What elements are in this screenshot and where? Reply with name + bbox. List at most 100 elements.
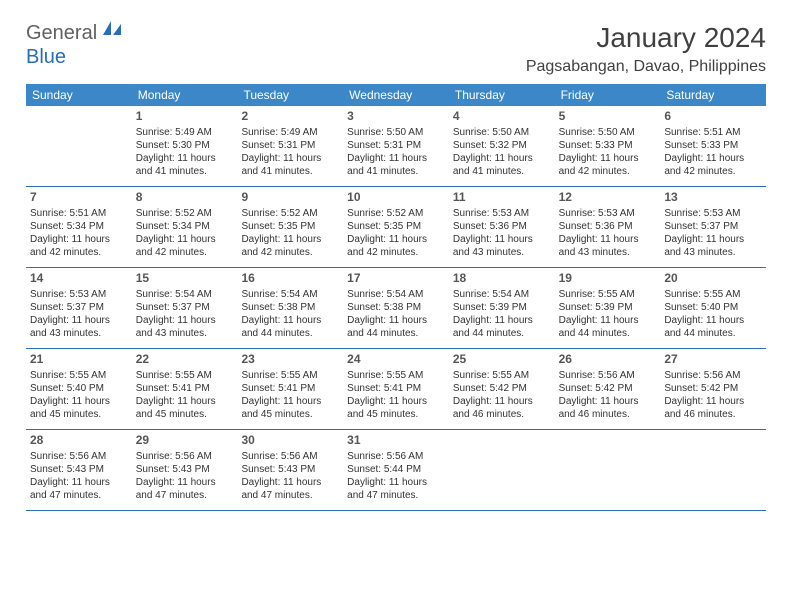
- daylight-text: Daylight: 11 hours: [30, 314, 128, 327]
- calendar-day-cell: 13Sunrise: 5:53 AMSunset: 5:37 PMDayligh…: [660, 187, 766, 267]
- sunrise-text: Sunrise: 5:50 AM: [453, 126, 551, 139]
- calendar-day-cell: 23Sunrise: 5:55 AMSunset: 5:41 PMDayligh…: [237, 349, 343, 429]
- sunset-text: Sunset: 5:33 PM: [664, 139, 762, 152]
- calendar-day-cell: [555, 430, 661, 510]
- calendar-day-cell: 24Sunrise: 5:55 AMSunset: 5:41 PMDayligh…: [343, 349, 449, 429]
- calendar-day-cell: 14Sunrise: 5:53 AMSunset: 5:37 PMDayligh…: [26, 268, 132, 348]
- day-number: 26: [559, 352, 657, 368]
- sunrise-text: Sunrise: 5:51 AM: [30, 207, 128, 220]
- day-number: 19: [559, 271, 657, 287]
- sunset-text: Sunset: 5:36 PM: [453, 220, 551, 233]
- sunset-text: Sunset: 5:43 PM: [136, 463, 234, 476]
- sunset-text: Sunset: 5:30 PM: [136, 139, 234, 152]
- sunrise-text: Sunrise: 5:55 AM: [559, 288, 657, 301]
- day-number: 11: [453, 190, 551, 206]
- daylight-text: and 43 minutes.: [664, 246, 762, 259]
- sunset-text: Sunset: 5:39 PM: [559, 301, 657, 314]
- daylight-text: and 43 minutes.: [559, 246, 657, 259]
- day-number: 21: [30, 352, 128, 368]
- daylight-text: Daylight: 11 hours: [559, 395, 657, 408]
- daylight-text: and 43 minutes.: [30, 327, 128, 340]
- header: General January 2024 Pagsabangan, Davao,…: [26, 22, 766, 76]
- sunrise-text: Sunrise: 5:55 AM: [241, 369, 339, 382]
- daylight-text: and 42 minutes.: [347, 246, 445, 259]
- sunrise-text: Sunrise: 5:50 AM: [559, 126, 657, 139]
- daylight-text: Daylight: 11 hours: [30, 233, 128, 246]
- calendar-day-cell: 5Sunrise: 5:50 AMSunset: 5:33 PMDaylight…: [555, 106, 661, 186]
- calendar-day-cell: 22Sunrise: 5:55 AMSunset: 5:41 PMDayligh…: [132, 349, 238, 429]
- calendar-day-cell: 20Sunrise: 5:55 AMSunset: 5:40 PMDayligh…: [660, 268, 766, 348]
- calendar-header-row: SundayMondayTuesdayWednesdayThursdayFrid…: [26, 84, 766, 106]
- calendar-day-cell: 28Sunrise: 5:56 AMSunset: 5:43 PMDayligh…: [26, 430, 132, 510]
- sunset-text: Sunset: 5:41 PM: [347, 382, 445, 395]
- calendar-week-row: 21Sunrise: 5:55 AMSunset: 5:40 PMDayligh…: [26, 349, 766, 430]
- day-header: Monday: [132, 84, 238, 106]
- calendar-day-cell: 10Sunrise: 5:52 AMSunset: 5:35 PMDayligh…: [343, 187, 449, 267]
- sunset-text: Sunset: 5:38 PM: [347, 301, 445, 314]
- daylight-text: and 47 minutes.: [30, 489, 128, 502]
- daylight-text: Daylight: 11 hours: [453, 152, 551, 165]
- daylight-text: Daylight: 11 hours: [453, 314, 551, 327]
- daylight-text: and 42 minutes.: [241, 246, 339, 259]
- sunrise-text: Sunrise: 5:53 AM: [30, 288, 128, 301]
- calendar-day-cell: [660, 430, 766, 510]
- daylight-text: and 41 minutes.: [136, 165, 234, 178]
- daylight-text: and 45 minutes.: [347, 408, 445, 421]
- sunset-text: Sunset: 5:34 PM: [30, 220, 128, 233]
- sunset-text: Sunset: 5:37 PM: [664, 220, 762, 233]
- daylight-text: and 42 minutes.: [664, 165, 762, 178]
- daylight-text: and 45 minutes.: [136, 408, 234, 421]
- calendar-day-cell: 21Sunrise: 5:55 AMSunset: 5:40 PMDayligh…: [26, 349, 132, 429]
- day-number: 24: [347, 352, 445, 368]
- calendar-week-row: 28Sunrise: 5:56 AMSunset: 5:43 PMDayligh…: [26, 430, 766, 511]
- calendar-day-cell: 3Sunrise: 5:50 AMSunset: 5:31 PMDaylight…: [343, 106, 449, 186]
- sunset-text: Sunset: 5:44 PM: [347, 463, 445, 476]
- sunset-text: Sunset: 5:40 PM: [664, 301, 762, 314]
- daylight-text: and 46 minutes.: [559, 408, 657, 421]
- daylight-text: Daylight: 11 hours: [136, 314, 234, 327]
- daylight-text: Daylight: 11 hours: [559, 314, 657, 327]
- daylight-text: Daylight: 11 hours: [241, 476, 339, 489]
- day-header: Tuesday: [237, 84, 343, 106]
- sunrise-text: Sunrise: 5:55 AM: [30, 369, 128, 382]
- calendar-week-row: 14Sunrise: 5:53 AMSunset: 5:37 PMDayligh…: [26, 268, 766, 349]
- day-number: 12: [559, 190, 657, 206]
- day-header: Thursday: [449, 84, 555, 106]
- month-title: January 2024: [526, 22, 766, 54]
- sunrise-text: Sunrise: 5:55 AM: [136, 369, 234, 382]
- day-header: Friday: [555, 84, 661, 106]
- daylight-text: and 41 minutes.: [241, 165, 339, 178]
- logo-text-general: General: [26, 22, 97, 45]
- daylight-text: Daylight: 11 hours: [453, 233, 551, 246]
- daylight-text: Daylight: 11 hours: [347, 233, 445, 246]
- day-number: 1: [136, 109, 234, 125]
- sunrise-text: Sunrise: 5:56 AM: [30, 450, 128, 463]
- day-header: Wednesday: [343, 84, 449, 106]
- sunset-text: Sunset: 5:40 PM: [30, 382, 128, 395]
- daylight-text: Daylight: 11 hours: [30, 476, 128, 489]
- daylight-text: Daylight: 11 hours: [136, 152, 234, 165]
- calendar-day-cell: 2Sunrise: 5:49 AMSunset: 5:31 PMDaylight…: [237, 106, 343, 186]
- sunset-text: Sunset: 5:32 PM: [453, 139, 551, 152]
- sunset-text: Sunset: 5:41 PM: [136, 382, 234, 395]
- daylight-text: Daylight: 11 hours: [453, 395, 551, 408]
- sunrise-text: Sunrise: 5:49 AM: [241, 126, 339, 139]
- calendar-week-row: 7Sunrise: 5:51 AMSunset: 5:34 PMDaylight…: [26, 187, 766, 268]
- sunrise-text: Sunrise: 5:52 AM: [136, 207, 234, 220]
- daylight-text: Daylight: 11 hours: [241, 233, 339, 246]
- calendar-day-cell: 26Sunrise: 5:56 AMSunset: 5:42 PMDayligh…: [555, 349, 661, 429]
- daylight-text: and 42 minutes.: [30, 246, 128, 259]
- daylight-text: Daylight: 11 hours: [347, 476, 445, 489]
- sunset-text: Sunset: 5:39 PM: [453, 301, 551, 314]
- daylight-text: and 44 minutes.: [664, 327, 762, 340]
- calendar-day-cell: 11Sunrise: 5:53 AMSunset: 5:36 PMDayligh…: [449, 187, 555, 267]
- day-number: 4: [453, 109, 551, 125]
- calendar-day-cell: 19Sunrise: 5:55 AMSunset: 5:39 PMDayligh…: [555, 268, 661, 348]
- daylight-text: Daylight: 11 hours: [559, 233, 657, 246]
- calendar-day-cell: [449, 430, 555, 510]
- logo: General: [26, 22, 125, 45]
- sunrise-text: Sunrise: 5:53 AM: [453, 207, 551, 220]
- calendar-day-cell: 30Sunrise: 5:56 AMSunset: 5:43 PMDayligh…: [237, 430, 343, 510]
- daylight-text: Daylight: 11 hours: [347, 314, 445, 327]
- calendar-day-cell: 12Sunrise: 5:53 AMSunset: 5:36 PMDayligh…: [555, 187, 661, 267]
